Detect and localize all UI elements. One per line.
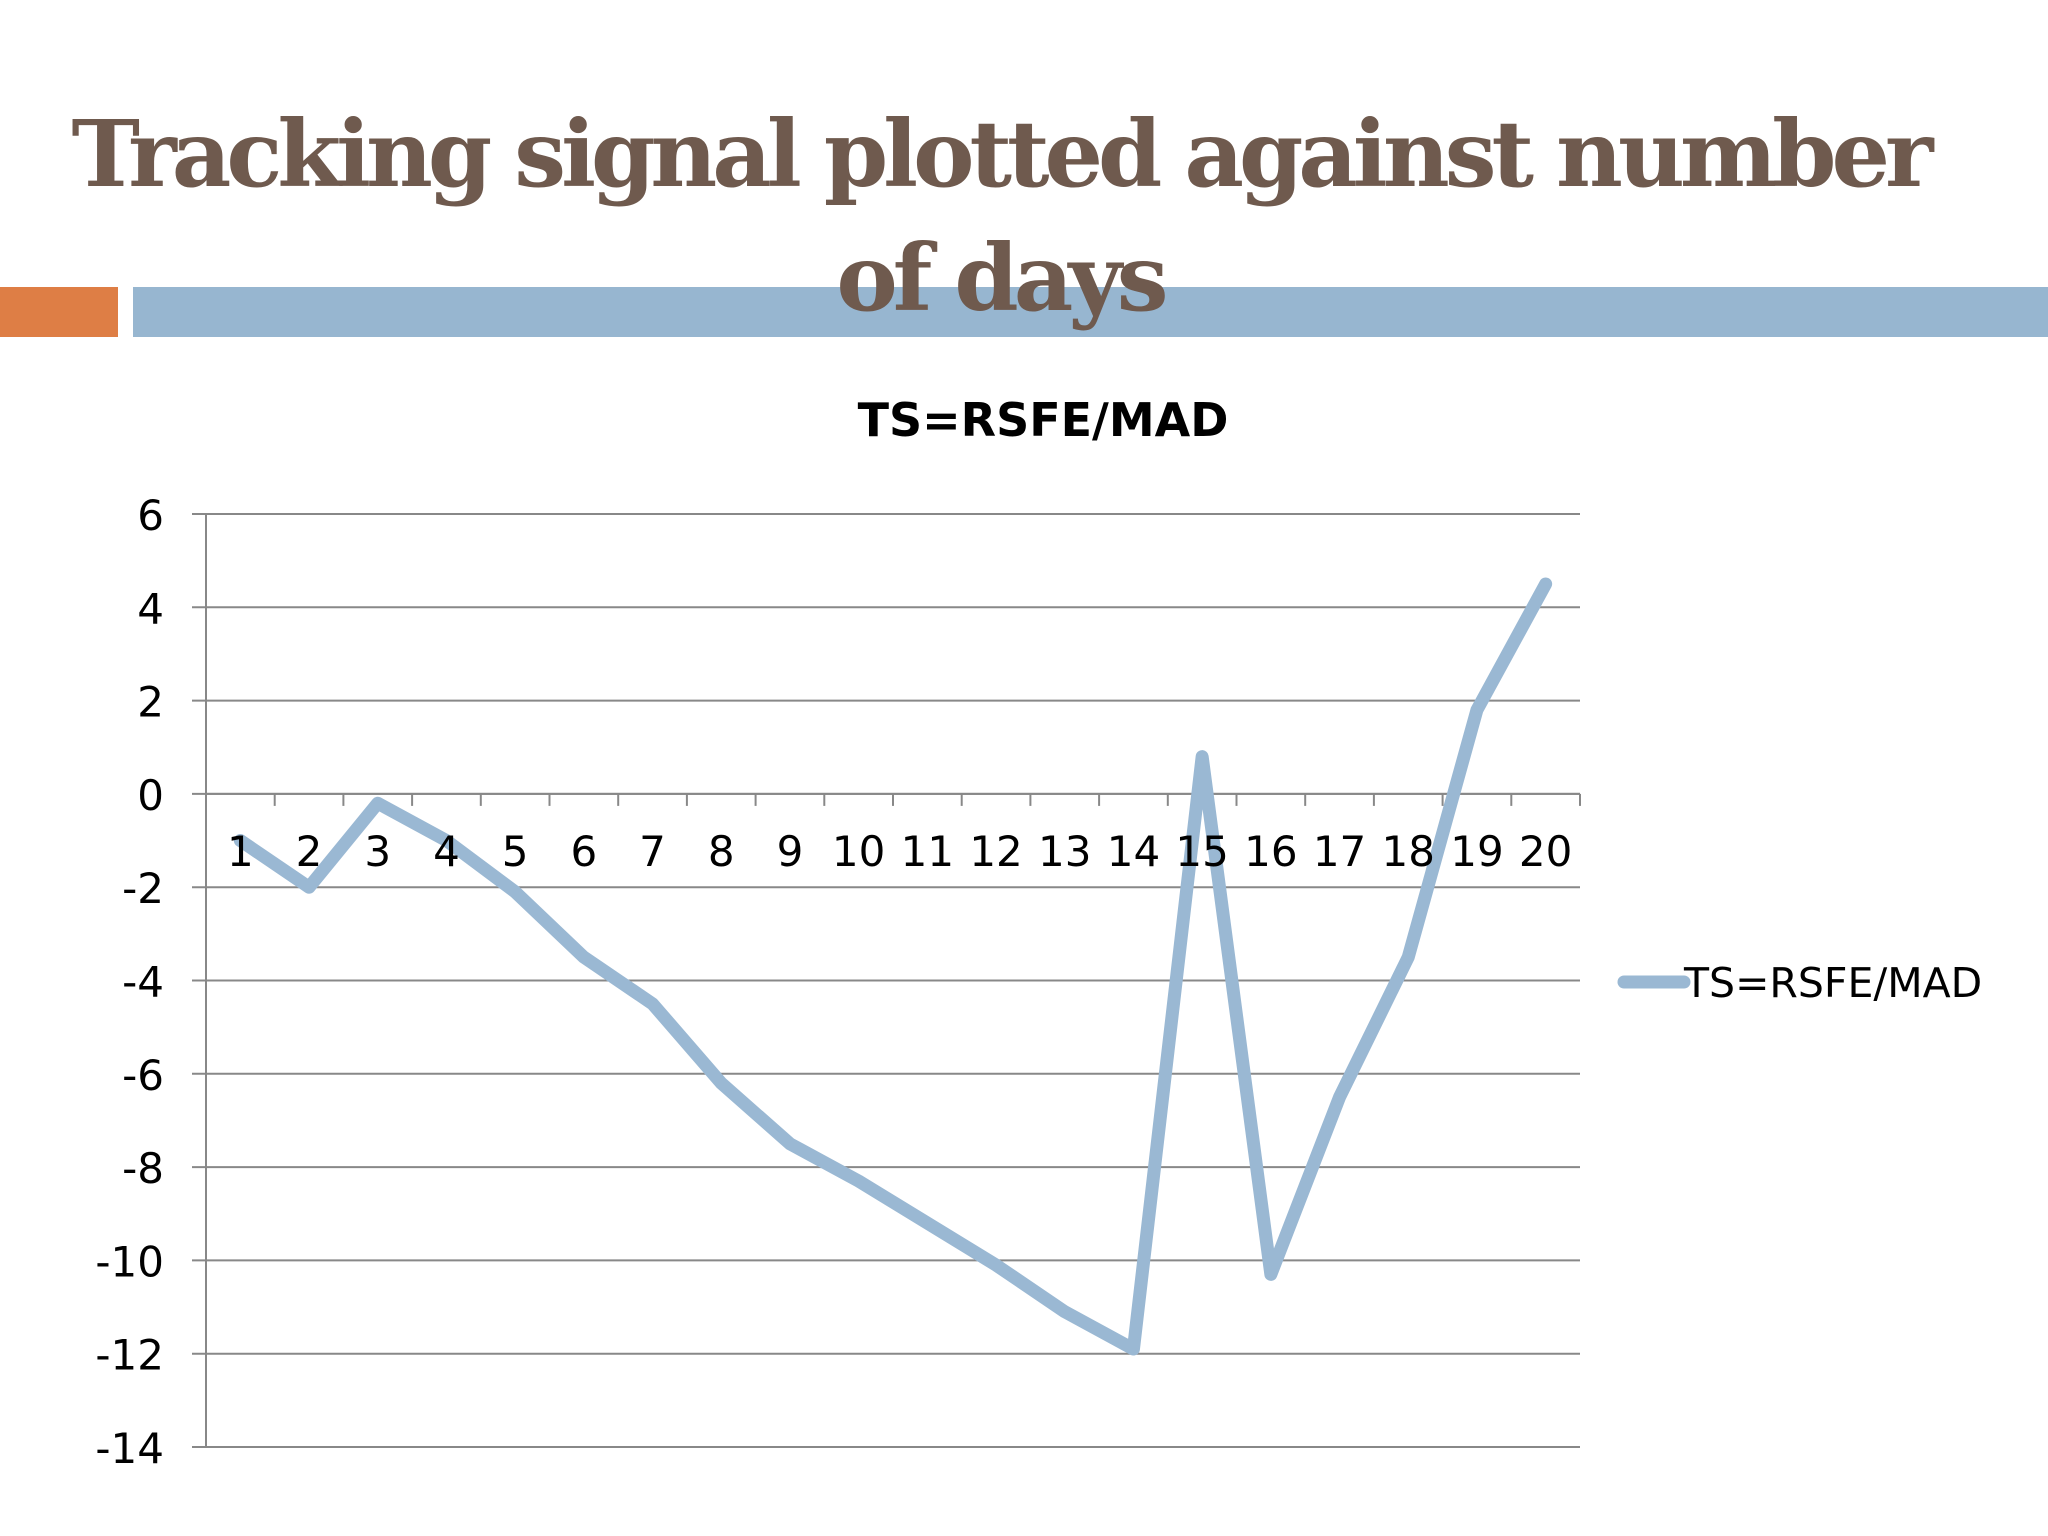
data-point [921,1217,933,1229]
data-point [509,886,521,898]
y-tick-label: -10 [95,1237,164,1286]
data-point [853,1175,865,1187]
x-tick-label: 18 [1382,827,1435,876]
accent-bar-orange [0,287,118,337]
y-tick-label: -6 [122,1051,164,1100]
x-tick-label: 17 [1313,827,1366,876]
data-point [715,1077,727,1089]
x-tick-label: 9 [777,827,804,876]
y-tick-label: 4 [137,584,164,633]
x-tick-label: 3 [364,827,391,876]
x-tick-label: 2 [296,827,323,876]
slide-title: Tracking signal plotted against number o… [71,100,1933,332]
data-point [1196,751,1208,763]
x-tick-label: 5 [502,827,529,876]
y-tick-label: 0 [137,771,164,820]
x-tick-label: 10 [832,827,885,876]
legend-label: TS=RSFE/MAD [1683,959,1982,1007]
data-point [1059,1306,1071,1318]
x-tick-label: 1 [227,827,254,876]
x-tick-label: 16 [1244,827,1297,876]
data-point [990,1259,1002,1271]
series-layer [233,577,1553,1356]
gridlines [192,513,1580,1448]
y-tick-label: -8 [122,1144,164,1193]
accent-bar-blue [133,287,2048,337]
axes [205,514,1581,1447]
x-tick-label: 7 [639,827,666,876]
y-tick-label: -14 [95,1424,164,1473]
x-tick-label: 11 [901,827,954,876]
data-point [1127,1343,1139,1355]
chart-title: TS=RSFE/MAD [858,393,1229,447]
y-tick-label: -4 [122,958,164,1007]
data-point [784,1138,796,1150]
x-tick-label: 20 [1519,827,1572,876]
y-tick-label: 6 [137,491,164,540]
x-tick-label: 13 [1038,827,1091,876]
series-line [233,577,1553,1356]
y-tick-label: -12 [95,1331,164,1380]
data-point [1540,578,1552,590]
data-point [1334,1091,1346,1103]
x-tick-label: 19 [1450,827,1503,876]
x-tick-label: 6 [570,827,597,876]
data-point [647,998,659,1010]
x-tick-label: 15 [1175,827,1228,876]
data-point [1471,704,1483,716]
x-tick-label: 8 [708,827,735,876]
x-tick-label: 12 [969,827,1022,876]
legend: TS=RSFE/MAD [1617,959,1982,1007]
data-point [578,951,590,963]
y-tick-label: 2 [137,678,164,727]
data-point [1265,1268,1277,1280]
y-tick-label: -2 [122,864,164,913]
data-point [1402,951,1414,963]
data-point [372,797,384,809]
x-tick-label: 14 [1107,827,1160,876]
x-tick-label: 4 [433,827,460,876]
data-point [303,881,315,893]
